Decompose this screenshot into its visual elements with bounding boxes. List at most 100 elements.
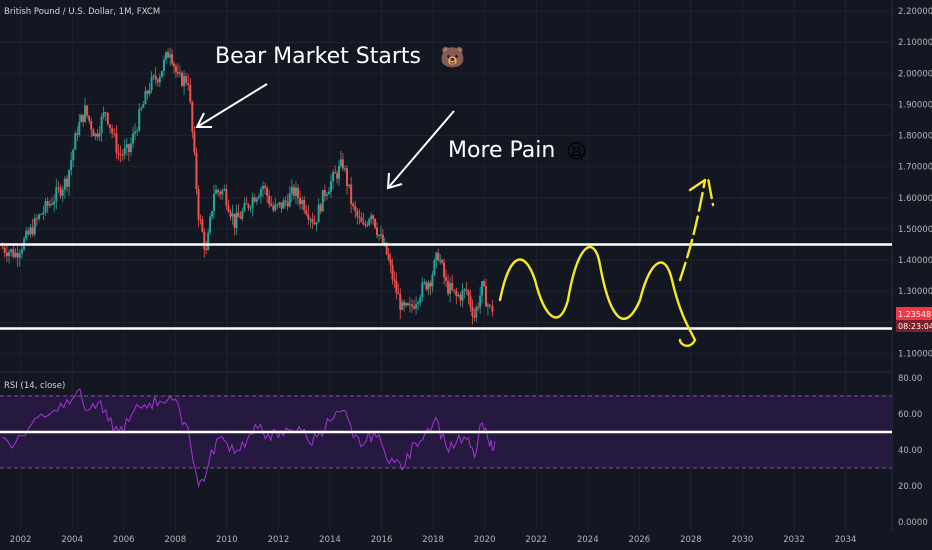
candle-body bbox=[481, 281, 484, 296]
candle-body bbox=[469, 296, 472, 307]
candle-body bbox=[205, 249, 208, 251]
candle-body bbox=[117, 152, 120, 155]
candle-body bbox=[313, 222, 316, 225]
candle-body bbox=[1, 247, 4, 249]
candle-body bbox=[483, 281, 486, 287]
candle-body bbox=[129, 143, 132, 153]
candle-body bbox=[119, 154, 122, 156]
rsi-panel bbox=[0, 388, 892, 488]
candle-body bbox=[78, 122, 81, 135]
annotations: Bear Market Starts 🐻 More Pain 😫 bbox=[195, 44, 587, 190]
time-tick-label: 2002 bbox=[10, 535, 32, 545]
candle-body bbox=[33, 218, 36, 235]
candle-body bbox=[251, 197, 254, 208]
time-tick-label: 2006 bbox=[113, 535, 135, 545]
candle-body bbox=[134, 131, 137, 134]
price-tick-label: 1.90000 bbox=[898, 100, 932, 110]
candle-body bbox=[98, 133, 101, 137]
candle-body bbox=[215, 189, 218, 194]
candle-body bbox=[290, 186, 293, 194]
candle-body bbox=[176, 71, 179, 74]
candle-body bbox=[123, 147, 126, 155]
candle-body bbox=[74, 133, 77, 150]
candle-body bbox=[339, 159, 342, 166]
last-price-badge bbox=[896, 307, 932, 320]
candle-body bbox=[61, 189, 64, 196]
rsi-tick-label: 20.00 bbox=[898, 482, 922, 492]
candle-body bbox=[379, 234, 382, 236]
rsi-tick-label: 0.0000 bbox=[898, 518, 928, 528]
candle-body bbox=[343, 168, 346, 170]
candle-body bbox=[201, 219, 204, 232]
candle-body bbox=[484, 286, 487, 307]
candle-body bbox=[451, 283, 454, 290]
candle-body bbox=[90, 120, 93, 130]
candle-body bbox=[356, 210, 359, 217]
candle-body bbox=[106, 112, 109, 125]
support-resistance bbox=[0, 243, 892, 330]
time-tick-label: 2016 bbox=[371, 535, 393, 545]
candle-body bbox=[443, 262, 446, 277]
candle-body bbox=[425, 282, 428, 290]
candle-body bbox=[125, 144, 128, 148]
candle-body bbox=[433, 260, 436, 275]
candle-body bbox=[471, 306, 474, 317]
candle-body bbox=[321, 190, 324, 212]
candle-body bbox=[288, 193, 291, 207]
candle-body bbox=[211, 211, 214, 217]
candle-body bbox=[167, 52, 170, 58]
candle-body bbox=[209, 216, 212, 233]
price-tick-label: 2.20000 bbox=[898, 7, 932, 17]
candle-body bbox=[171, 54, 174, 64]
candle-body bbox=[231, 213, 234, 217]
candle-body bbox=[156, 79, 159, 83]
candle-body bbox=[374, 218, 377, 228]
candle-body bbox=[465, 289, 468, 292]
candle-body bbox=[486, 304, 489, 307]
time-axis: 2002 2004 2006 2008 2010 2012 2014 2016 2018 2020… bbox=[10, 535, 857, 545]
candle-body bbox=[193, 131, 196, 153]
candle-body bbox=[292, 186, 295, 196]
candle-body bbox=[327, 191, 330, 195]
candle-body bbox=[360, 217, 363, 223]
candle-body bbox=[82, 114, 85, 122]
candle-body bbox=[255, 198, 258, 202]
candle-body bbox=[5, 252, 8, 257]
candle-body bbox=[435, 252, 438, 261]
candle-body bbox=[199, 219, 202, 221]
candle-body bbox=[479, 295, 482, 308]
candle-body bbox=[477, 307, 480, 309]
candle-body bbox=[158, 77, 161, 83]
candle-body bbox=[229, 211, 232, 217]
candle-body bbox=[243, 203, 246, 212]
candle-body bbox=[80, 114, 83, 123]
candle-body bbox=[268, 195, 271, 205]
candle-body bbox=[257, 196, 260, 199]
candle-body bbox=[286, 201, 289, 207]
time-tick-label: 2028 bbox=[680, 535, 702, 545]
arrow-pain-icon bbox=[386, 110, 455, 190]
price-tick-label: 1.30000 bbox=[898, 287, 932, 297]
time-tick-label: 2018 bbox=[422, 535, 444, 545]
candle-body bbox=[393, 279, 396, 281]
candle-body bbox=[453, 289, 456, 291]
candle-body bbox=[299, 197, 302, 205]
candle-body bbox=[264, 185, 267, 188]
candle-body bbox=[233, 213, 236, 228]
candle-body bbox=[207, 232, 210, 250]
projection-up-arrow bbox=[678, 175, 715, 282]
candle-body bbox=[419, 297, 422, 303]
candle-body bbox=[29, 227, 32, 235]
candle-body bbox=[467, 291, 470, 297]
candle-body bbox=[401, 302, 404, 310]
candle-body bbox=[225, 189, 228, 206]
candle-body bbox=[366, 224, 369, 226]
candle-body bbox=[441, 260, 444, 263]
candle-body bbox=[35, 218, 38, 220]
candle-body bbox=[352, 203, 355, 207]
candle-body bbox=[395, 280, 398, 293]
time-tick-label: 2026 bbox=[629, 535, 651, 545]
candle-body bbox=[235, 212, 238, 228]
candle-body bbox=[270, 204, 273, 206]
